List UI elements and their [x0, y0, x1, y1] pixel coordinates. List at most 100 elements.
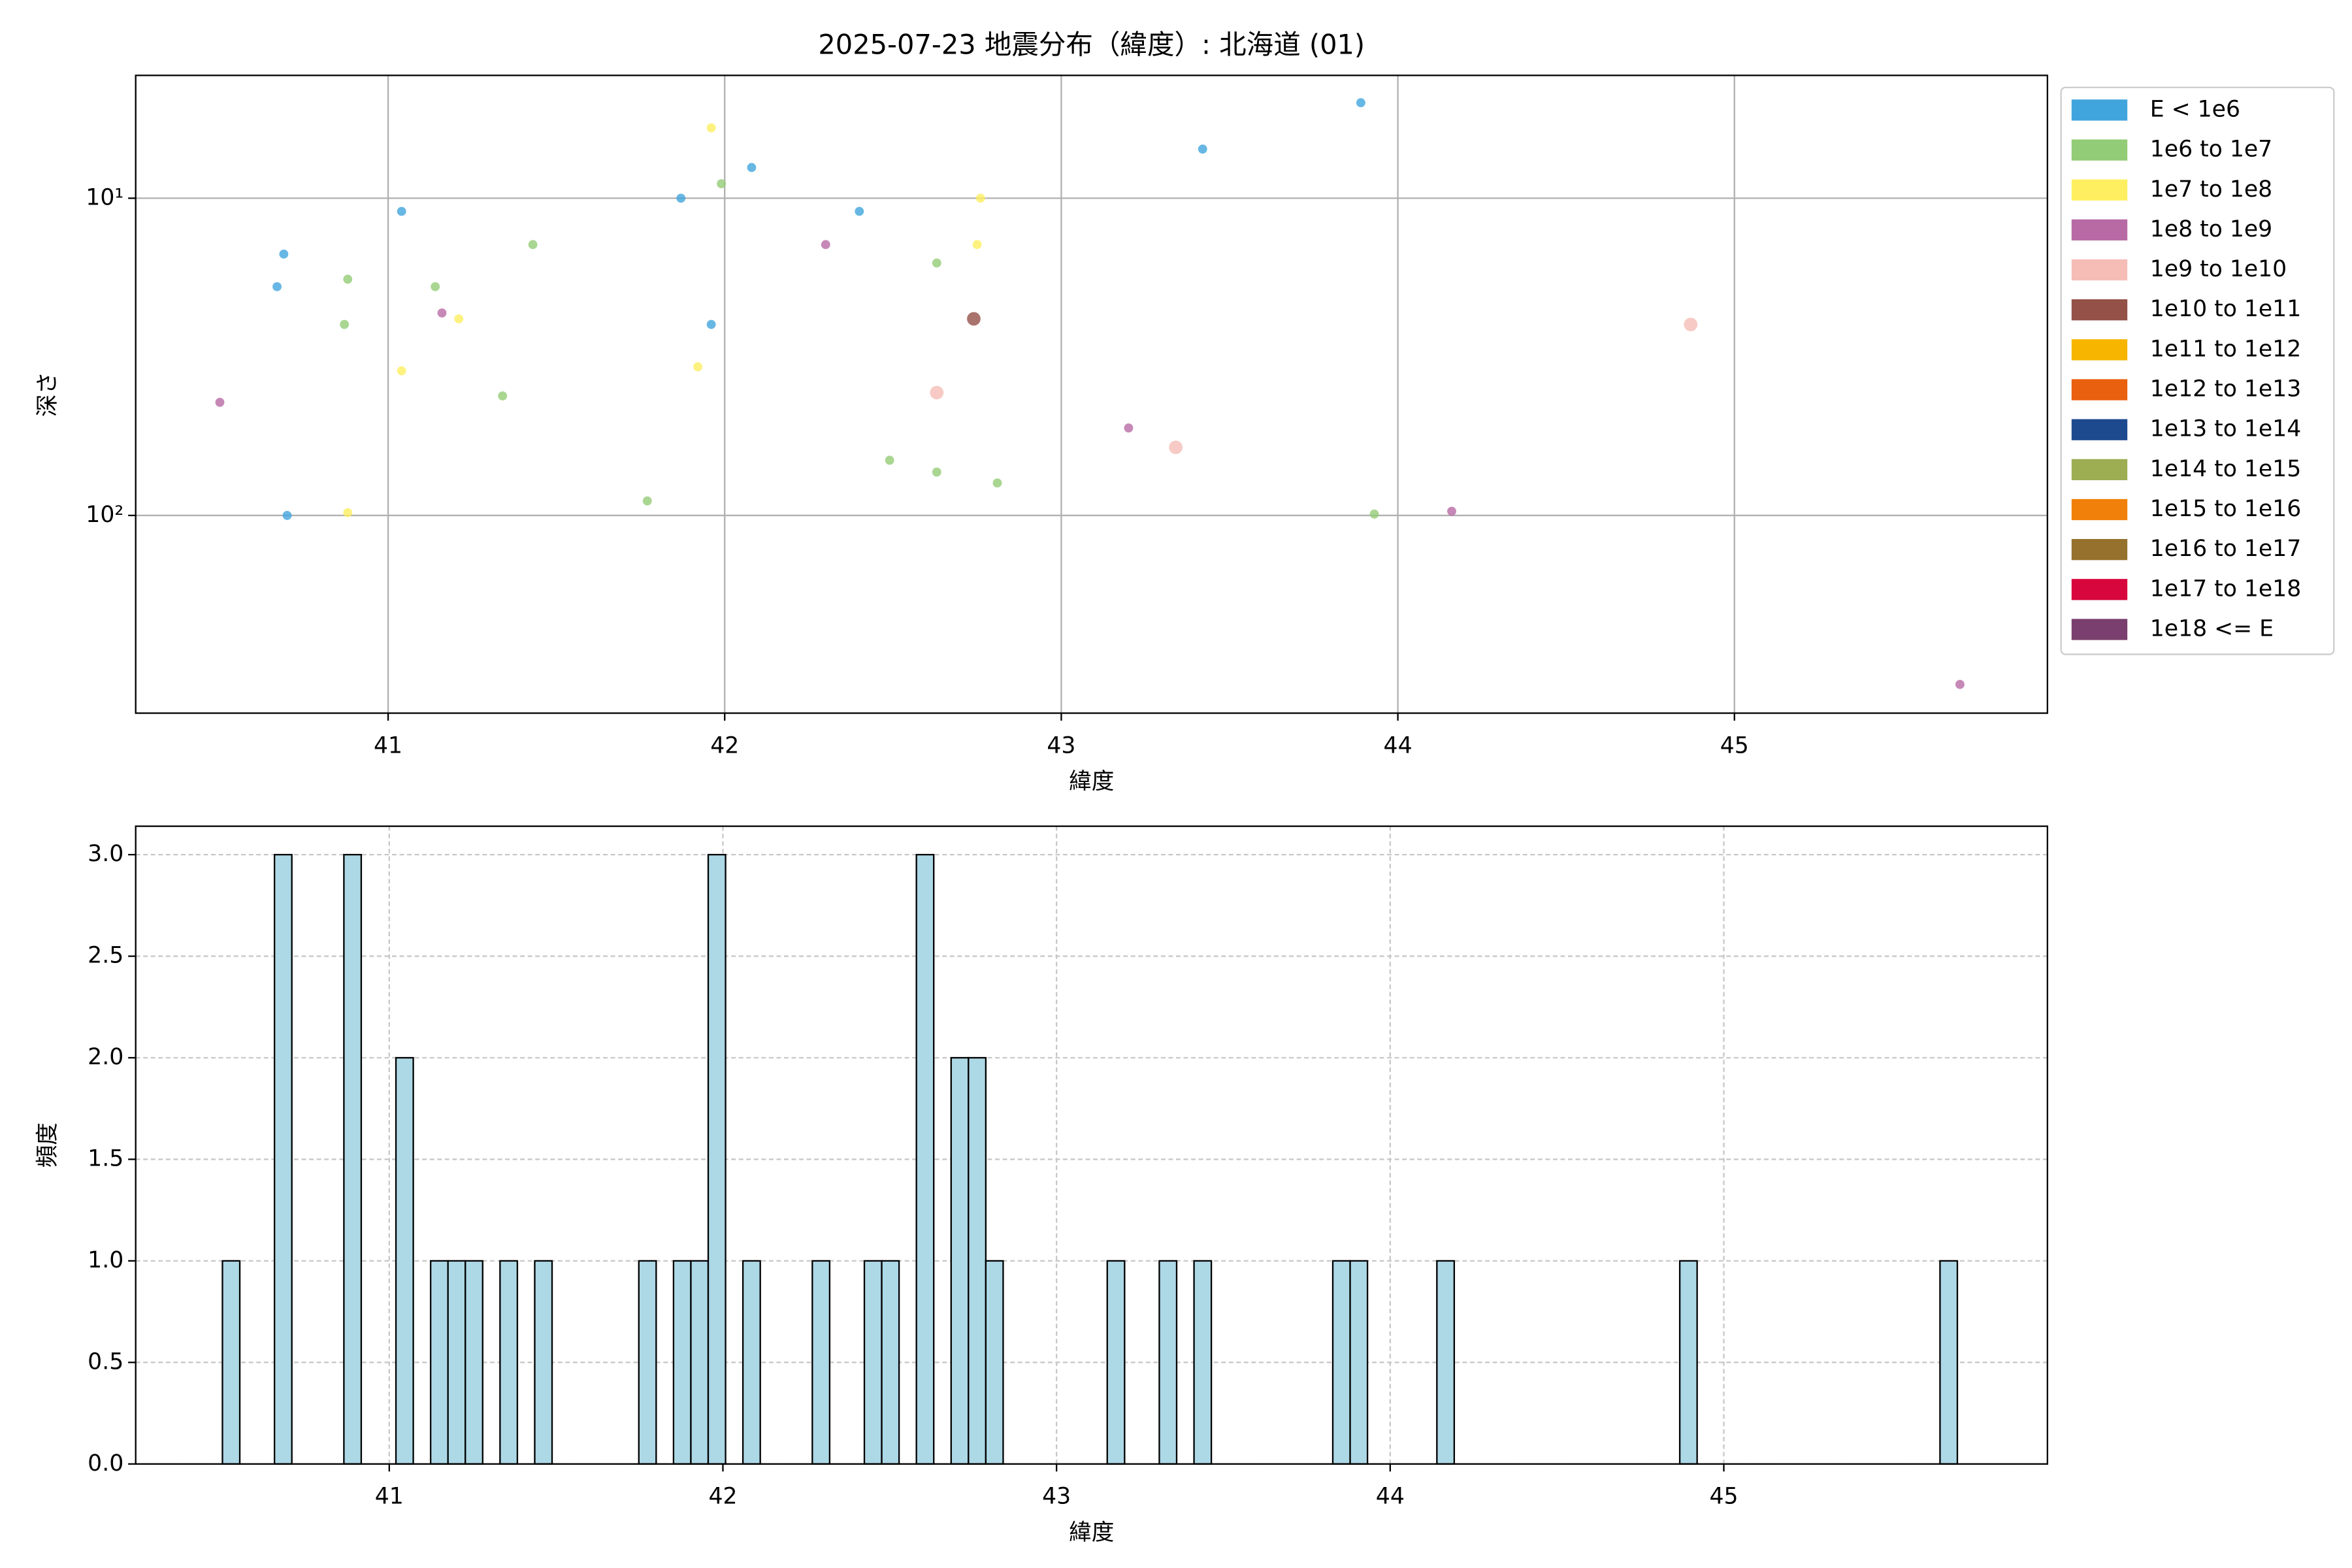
- bar: [1678, 1260, 1698, 1465]
- legend-swatch: [2071, 259, 2128, 281]
- x-tick-label: 45: [1720, 732, 1749, 759]
- bar: [1436, 1260, 1456, 1465]
- point: [437, 308, 447, 318]
- bar: [638, 1260, 657, 1465]
- legend-swatch: [2071, 539, 2128, 561]
- bar: [273, 853, 293, 1465]
- legend-swatch: [2071, 179, 2128, 201]
- point: [992, 478, 1002, 488]
- legend-label: 1e7 to 1e8: [2150, 176, 2272, 203]
- chart-title: 2025-07-23 地震分布（緯度）: 北海道 (01): [818, 29, 1365, 61]
- x-tick-label: 45: [1709, 1484, 1738, 1510]
- point: [717, 179, 727, 189]
- bar: [534, 1260, 553, 1465]
- legend-label: E < 1e6: [2150, 96, 2240, 122]
- legend-swatch: [2071, 299, 2128, 321]
- point: [1169, 440, 1183, 455]
- bar: [690, 1260, 710, 1465]
- y-tick-label: 3.0: [88, 841, 123, 867]
- x-tick-label: 43: [1042, 1484, 1071, 1510]
- bar: [221, 1260, 241, 1465]
- bar: [395, 1056, 414, 1465]
- legend-label: 1e15 to 1e16: [2150, 496, 2301, 522]
- x-tick-label: 41: [374, 732, 402, 759]
- point: [454, 314, 464, 323]
- bar: [863, 1260, 883, 1465]
- axes-frame: [135, 825, 2048, 1465]
- point: [1198, 144, 1207, 154]
- y-tick-label: 1.0: [88, 1247, 123, 1273]
- point: [279, 249, 289, 259]
- y-tick-label: 2.5: [88, 943, 123, 969]
- axes-frame: [135, 74, 2048, 714]
- bar: [968, 1056, 987, 1465]
- legend-swatch: [2071, 219, 2128, 241]
- point: [1684, 318, 1698, 331]
- y-tick-label: 0.5: [88, 1348, 123, 1375]
- bar: [707, 853, 727, 1465]
- point: [821, 240, 830, 250]
- point: [930, 385, 944, 400]
- point: [272, 282, 282, 291]
- x-tick-label: 41: [375, 1484, 404, 1510]
- legend-label: 1e13 to 1e14: [2150, 416, 2301, 442]
- legend-label: 1e6 to 1e7: [2150, 137, 2272, 163]
- point: [932, 467, 941, 477]
- point: [215, 397, 225, 407]
- x-tick-label: 43: [1047, 732, 1075, 759]
- x-axis-label: 緯度: [1069, 1520, 1114, 1546]
- point: [1955, 679, 1965, 689]
- point: [1356, 98, 1365, 108]
- bar: [1158, 1260, 1178, 1465]
- bar: [950, 1056, 970, 1465]
- y-tick-label: 2.0: [88, 1044, 123, 1070]
- point: [967, 312, 981, 326]
- y-tick-label: 10²: [86, 502, 123, 528]
- point: [706, 123, 716, 133]
- point: [343, 508, 353, 517]
- point: [431, 282, 440, 291]
- point: [498, 391, 508, 400]
- bar: [1331, 1260, 1351, 1465]
- bar: [985, 1260, 1004, 1465]
- legend-label: 1e10 to 1e11: [2150, 296, 2301, 322]
- y-tick-label: 0.0: [88, 1450, 123, 1477]
- point: [932, 258, 941, 268]
- legend-label: 1e9 to 1e10: [2150, 256, 2287, 282]
- x-axis-label: 緯度: [1069, 769, 1114, 795]
- y-tick-label: 10¹: [86, 184, 123, 210]
- bar: [672, 1260, 692, 1465]
- point: [855, 206, 864, 216]
- bar: [429, 1260, 449, 1465]
- legend-label: 1e18 <= E: [2150, 615, 2274, 642]
- legend-box: [2060, 86, 2335, 655]
- legend-label: 1e8 to 1e9: [2150, 216, 2272, 242]
- bar: [343, 853, 363, 1465]
- point: [340, 319, 350, 329]
- point: [972, 240, 982, 250]
- point: [642, 496, 652, 506]
- legend-swatch: [2071, 139, 2128, 161]
- bar: [465, 1260, 483, 1465]
- point: [676, 193, 686, 203]
- y-axis-label: 深さ: [35, 372, 61, 417]
- legend-swatch: [2071, 99, 2128, 121]
- point: [282, 511, 292, 520]
- point: [693, 362, 702, 372]
- legend-swatch: [2071, 579, 2128, 600]
- legend-label: 1e12 to 1e13: [2150, 376, 2301, 402]
- point: [397, 366, 406, 376]
- bar: [447, 1260, 466, 1465]
- legend-swatch: [2071, 339, 2128, 361]
- point: [706, 319, 716, 329]
- bar: [1193, 1260, 1213, 1465]
- legend-swatch: [2071, 619, 2128, 640]
- point: [1447, 506, 1456, 516]
- bar: [1349, 1260, 1369, 1465]
- legend-swatch: [2071, 419, 2128, 440]
- legend-swatch: [2071, 498, 2128, 521]
- legend-swatch: [2071, 459, 2128, 480]
- point: [885, 455, 894, 465]
- bar: [1939, 1260, 1959, 1465]
